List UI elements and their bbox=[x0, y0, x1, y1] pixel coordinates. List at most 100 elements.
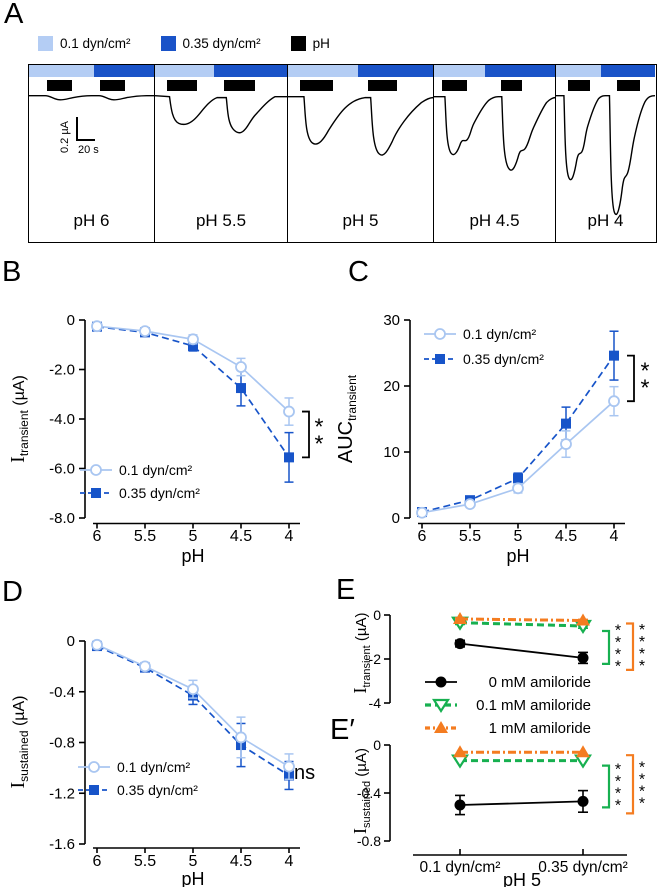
ph-application-bar bbox=[617, 80, 641, 91]
shear-low-segment bbox=[556, 65, 601, 77]
legend-label: 0.1 dyn/cm² bbox=[60, 36, 131, 51]
ph-application-bar bbox=[100, 80, 126, 91]
y-tick-label: -6.0 bbox=[49, 461, 75, 478]
series-line bbox=[459, 617, 584, 622]
x-tick-label: 0.1 dyn/cm² bbox=[420, 859, 501, 876]
y-title-subscript: sustained bbox=[361, 781, 373, 828]
data-point-circle-icon bbox=[577, 652, 589, 664]
x-tick-label: 4.5 bbox=[230, 528, 252, 545]
panel-a-legend-item: 0.35 dyn/cm² bbox=[160, 36, 261, 51]
significance-asterisk: * bbox=[615, 762, 621, 779]
data-point-circle-open-icon bbox=[90, 464, 102, 476]
shear-stress-bar bbox=[288, 65, 433, 77]
significance-asterisk: * bbox=[639, 646, 645, 663]
series-line bbox=[96, 645, 290, 777]
ns-annotation: ns bbox=[294, 762, 315, 784]
ph-label: pH 5.5 bbox=[195, 211, 247, 230]
data-point-triangle-down-icon bbox=[431, 698, 451, 714]
panel-c-label: C bbox=[348, 256, 369, 288]
shear-low-segment bbox=[155, 65, 215, 77]
data-point-circle-open-icon bbox=[91, 638, 103, 651]
ph-application-bar bbox=[46, 80, 72, 91]
data-point-square-icon bbox=[284, 452, 294, 463]
ph-label: pH 4.5 bbox=[469, 211, 520, 230]
y-title-subscript: transient bbox=[17, 409, 31, 456]
legend-label: mM amiloride bbox=[501, 674, 591, 691]
data-point-circle-icon bbox=[577, 795, 589, 807]
legend-label-number: 1 bbox=[489, 720, 497, 737]
shear-stress-bar bbox=[434, 65, 555, 77]
ph-application-bar bbox=[500, 80, 523, 91]
chart-B-svg: 0 -2.0 -4.0 -6.0 -8.0 Itransient (µA) 6 5.5 5 4.5… bbox=[7, 312, 324, 566]
x-tick-label: 4 bbox=[285, 528, 294, 545]
y-tick-label: -1.2 bbox=[49, 785, 75, 802]
trace-path bbox=[556, 96, 655, 215]
chart-c-auc-vs-ph: 0 10 20 30 AUCtransient 6 5.5 5 4.5 4 pH 0.1 dyn/cm… bbox=[330, 280, 659, 587]
ph-label: pH 4 bbox=[587, 211, 624, 230]
significance-asterisk: * bbox=[639, 771, 645, 788]
series-line bbox=[459, 800, 584, 806]
legend-label: 0.1 dyn/cm² bbox=[117, 759, 190, 775]
y-title-units: (µA) bbox=[11, 695, 28, 730]
y-tick-label: -1.6 bbox=[49, 836, 75, 853]
data-point-circle-open-icon bbox=[91, 320, 103, 333]
y-tick-label: -0.4 bbox=[49, 684, 75, 701]
panel-d-label: D bbox=[2, 576, 23, 608]
panel-a-legend: 0.1 dyn/cm² 0.35 dyn/cm² pH bbox=[38, 36, 330, 51]
current-trace bbox=[29, 65, 154, 242]
shear-high-segment bbox=[484, 65, 555, 77]
y-title-subscript: transient bbox=[361, 645, 373, 687]
shear-low-segment bbox=[434, 65, 485, 77]
data-point-circle-open-icon bbox=[464, 498, 476, 511]
y-axis-title: Isustained (µA) bbox=[7, 695, 31, 788]
ph-application-bar bbox=[223, 80, 256, 91]
chart-e-amiloride: 0 -2 -4 Itransient (µA) * * * * * * * * 0 -0.4 -0.8 Isu… bbox=[330, 585, 659, 887]
legend-label-number: 0.1 bbox=[476, 697, 497, 714]
data-point-triangle-up-icon bbox=[453, 611, 467, 624]
shear-high-segment bbox=[357, 65, 433, 77]
data-point-square-icon bbox=[513, 473, 523, 484]
y-title-units: (µA) bbox=[353, 748, 370, 781]
significance-asterisk: * bbox=[639, 658, 645, 675]
scalebar-time-label: 20 s bbox=[78, 144, 99, 156]
series-line bbox=[421, 400, 615, 514]
x-axis-title: pH bbox=[181, 546, 204, 566]
chart-b-itransient-vs-ph: 0 -2.0 -4.0 -6.0 -8.0 Itransient (µA) 6 5.5 5 4.5… bbox=[0, 280, 330, 587]
x-tick-label: 5 bbox=[514, 528, 523, 545]
y-title-main: I bbox=[7, 782, 29, 789]
significance-asterisk: * bbox=[615, 623, 621, 640]
ph-label: pH 6 bbox=[73, 211, 110, 230]
y-title-units: (µA) bbox=[353, 612, 370, 645]
data-point-circle-open-icon bbox=[512, 482, 524, 495]
data-point-circle-open-icon bbox=[434, 328, 446, 340]
panel-e-prime-label: E′ bbox=[330, 714, 355, 746]
current-trace bbox=[288, 65, 433, 242]
significance-asterisk: * bbox=[639, 634, 645, 651]
x-tick-label: 5 bbox=[189, 528, 198, 545]
y-tick-label: 0 bbox=[67, 312, 75, 329]
significance-asterisk: * bbox=[615, 774, 621, 791]
significance-bracket bbox=[302, 410, 310, 459]
x-axis-title: pH bbox=[181, 869, 204, 887]
trace-panel: pH 5 bbox=[288, 65, 434, 242]
data-point-circle-open-icon bbox=[416, 506, 428, 519]
y-tick-label: 20 bbox=[383, 378, 400, 395]
x-tick-label: 6 bbox=[418, 528, 427, 545]
legend-label: mM amiloride bbox=[501, 697, 591, 714]
y-title-subscript: sustained bbox=[17, 730, 31, 781]
legend-label: 0.1 dyn/cm² bbox=[119, 462, 192, 478]
significance-asterisk: * bbox=[639, 795, 645, 812]
legend-swatch-icon bbox=[38, 36, 53, 51]
data-point-circle-open-icon bbox=[187, 683, 199, 696]
y-axis-title: Isustained (µA) bbox=[350, 748, 373, 834]
shear-stress-bar bbox=[155, 65, 287, 77]
significance-asterisk: * bbox=[641, 358, 650, 384]
series-line bbox=[459, 642, 584, 659]
x-tick-label: 5.5 bbox=[134, 528, 156, 545]
ph-label: pH 5 bbox=[342, 211, 379, 230]
x-tick-label: 4 bbox=[285, 853, 294, 870]
trace-panels: pH 6 0.2 µA 20 s pH 5.5 pH 5 pH 4.5 pH 4 bbox=[28, 64, 657, 243]
legend-label: mM amiloride bbox=[501, 720, 591, 737]
y-tick-label: -8.0 bbox=[49, 510, 75, 527]
y-axis-title: AUCtransient bbox=[335, 374, 359, 463]
